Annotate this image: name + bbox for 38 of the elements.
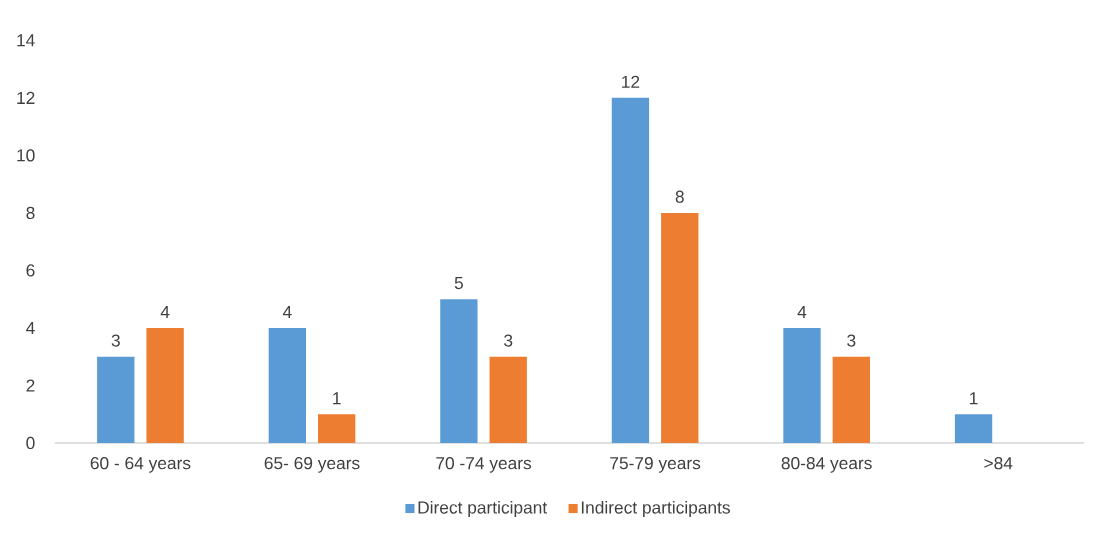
data-label: 3 (504, 334, 513, 347)
data-label: 12 (622, 75, 640, 88)
bar (783, 327, 821, 443)
data-label: 8 (675, 190, 684, 203)
y-tick-label: 12 (17, 91, 35, 104)
x-tick-label: 65- 69 years (264, 457, 360, 473)
x-tick-label: 60 - 64 years (90, 457, 191, 473)
data-label: 1 (970, 392, 978, 405)
x-tick-label: 80-84 years (781, 457, 872, 473)
x-tick-label: 70 -74 years (436, 457, 532, 473)
bar (489, 356, 527, 443)
data-label: 1 (333, 392, 341, 405)
bar (318, 414, 356, 443)
bar (954, 414, 993, 443)
bar (146, 327, 184, 443)
legend-label: Indirect participants (581, 500, 730, 518)
x-tick-label: >84 (984, 457, 1013, 470)
legend-label: Direct participant (418, 500, 548, 518)
bar (661, 212, 699, 443)
data-label: 4 (282, 305, 292, 318)
y-tick-label: 14 (17, 34, 35, 47)
y-tick-label: 10 (17, 149, 35, 162)
data-label: 4 (797, 305, 807, 318)
bar (268, 327, 306, 443)
data-label: 3 (111, 334, 120, 347)
data-label: 5 (454, 277, 463, 290)
y-tick-label: 2 (26, 379, 35, 392)
x-tick-label: 75-79 years (610, 457, 701, 473)
bar (97, 356, 135, 443)
bar (611, 97, 650, 443)
bar (832, 356, 870, 443)
y-tick-label: 0 (26, 436, 35, 450)
bar (440, 299, 478, 443)
y-tick-label: 6 (26, 264, 35, 277)
y-tick-label: 4 (26, 321, 35, 334)
data-label: 3 (847, 334, 856, 347)
data-label: 4 (160, 305, 170, 318)
y-tick-label: 8 (26, 206, 35, 220)
